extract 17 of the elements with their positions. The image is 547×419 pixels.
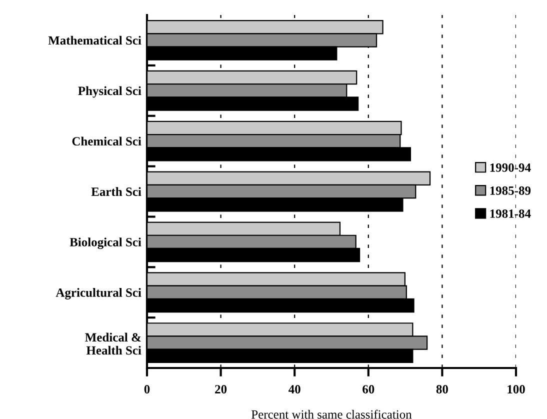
x-tick-label: 100 — [508, 385, 525, 394]
y-tick-label: Agricultural Sci — [56, 288, 142, 300]
legend-label: 1981-84 — [490, 209, 531, 218]
legend-label: 1990-94 — [490, 163, 531, 172]
x-axis-title: Percent with same classification — [252, 410, 412, 419]
y-tick-label: Mathematical Sci — [48, 36, 142, 45]
y-tick-label: Earth Sci — [91, 187, 142, 196]
y-tick-label: Biological Sci — [70, 238, 142, 250]
y-tick-label: Medical & Health Sci — [85, 332, 142, 355]
legend-label: 1985-89 — [490, 186, 531, 195]
y-tick-label: Physical Sci — [78, 86, 142, 98]
x-tick-label: 20 — [215, 385, 227, 394]
x-tick-label: 0 — [144, 385, 150, 394]
x-tick-label: 40 — [288, 385, 300, 394]
x-tick-label: 80 — [436, 385, 448, 394]
x-tick-label: 60 — [362, 385, 374, 394]
y-tick-label: Chemical Sci — [72, 136, 142, 146]
